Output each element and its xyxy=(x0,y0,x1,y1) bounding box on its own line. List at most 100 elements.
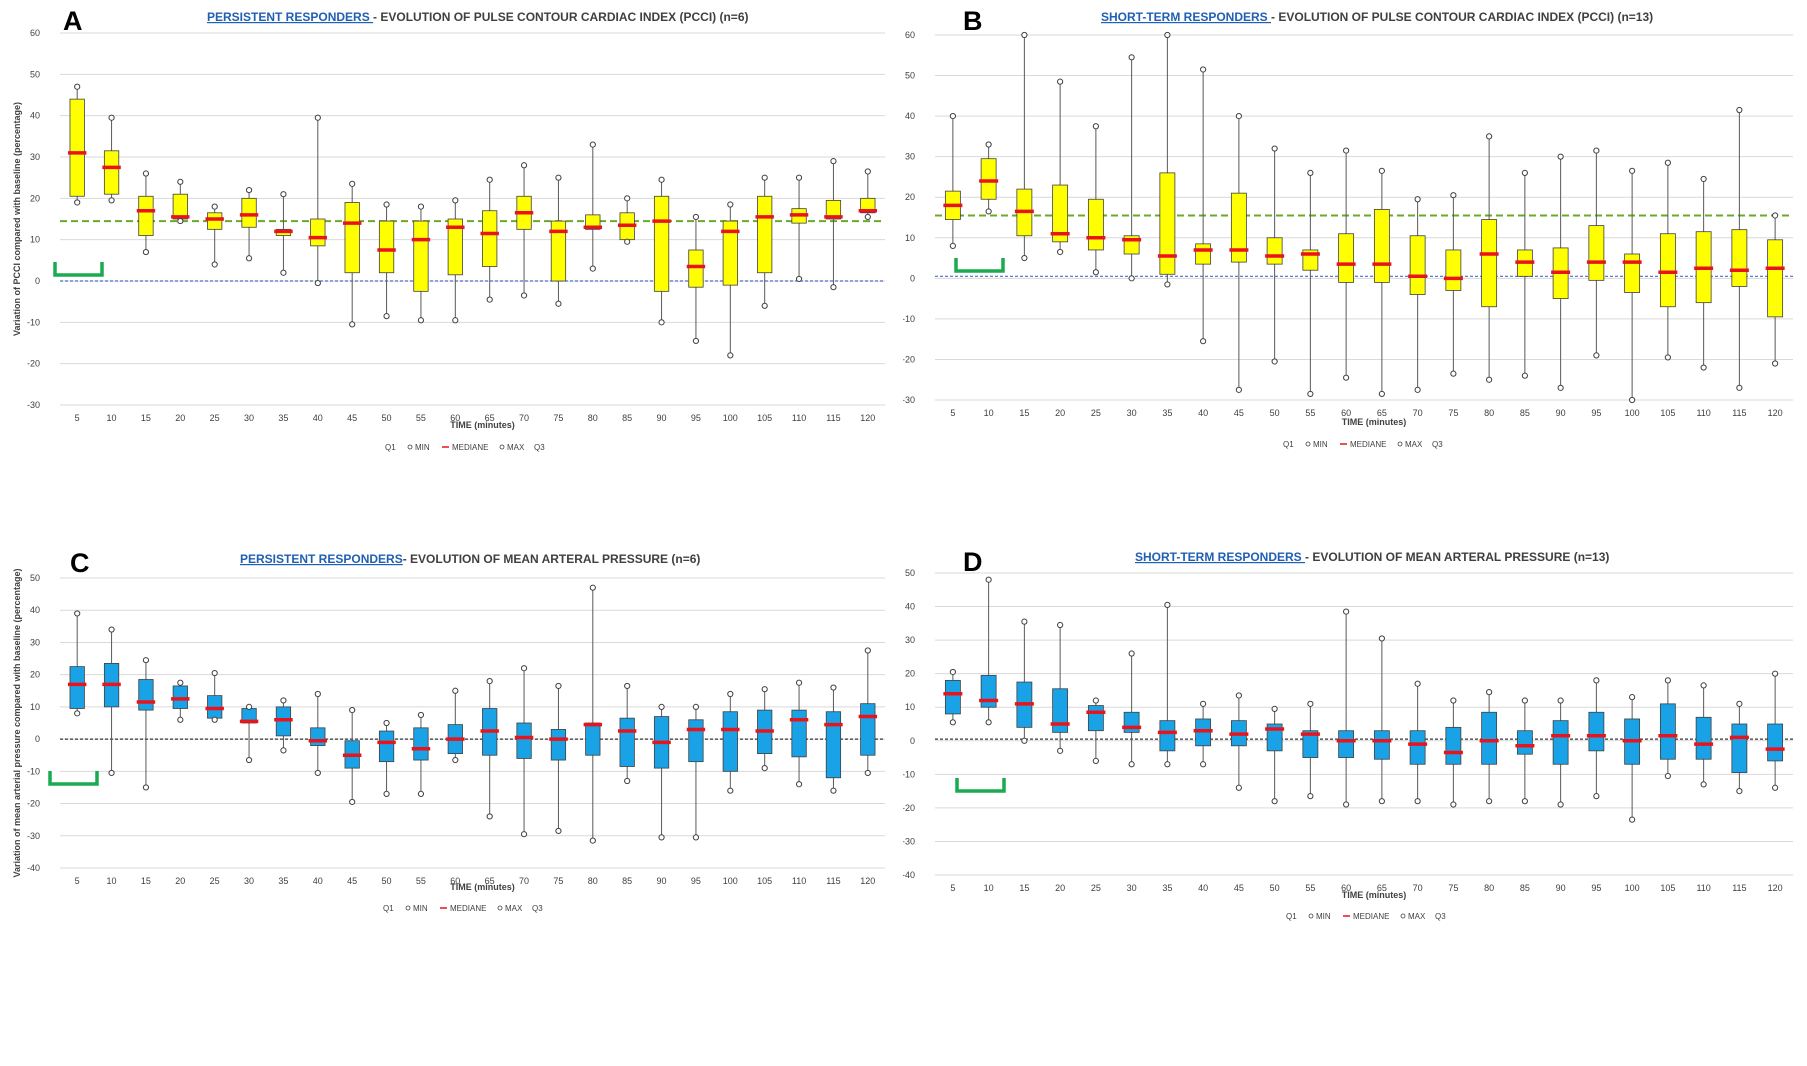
max-point xyxy=(1664,677,1671,684)
legend-item: MAX xyxy=(505,904,523,913)
min-point xyxy=(1271,798,1278,805)
max-point xyxy=(830,158,837,165)
max-point xyxy=(383,201,390,208)
chart-title-link[interactable]: PERSISTENT RESPONDERS xyxy=(240,552,403,566)
min-point xyxy=(245,255,253,262)
y-tick-label: 20 xyxy=(905,192,915,202)
x-axis-label: TIME (minutes) xyxy=(1342,417,1407,427)
y-tick-label: -20 xyxy=(903,803,915,813)
legend-item: MEDIANE xyxy=(1353,912,1389,921)
x-tick-label: 35 xyxy=(278,413,288,423)
min-point xyxy=(555,300,562,307)
max-point xyxy=(349,180,356,187)
legend-item: Q1 xyxy=(1283,440,1294,449)
y-tick-label: 50 xyxy=(905,568,915,578)
min-point xyxy=(1378,798,1385,805)
fe-bracket xyxy=(53,262,104,277)
max-point xyxy=(1772,212,1779,219)
min-point xyxy=(142,248,150,256)
min-point xyxy=(177,716,184,723)
max-point xyxy=(624,682,631,690)
panel-b: B SHORT-TERM RESPONDERS - EVOLUTION OF PU… xyxy=(903,0,1807,533)
box-iqr xyxy=(207,212,223,230)
chart-title-link[interactable]: SHORT-TERM RESPONDERS xyxy=(1135,550,1305,564)
y-tick-label: -30 xyxy=(903,836,915,846)
max-point xyxy=(949,668,956,676)
max-point xyxy=(1021,618,1028,625)
min-point xyxy=(1521,372,1528,379)
y-tick-label: 10 xyxy=(905,702,915,712)
box-iqr xyxy=(138,679,154,711)
x-axis-label: TIME (minutes) xyxy=(450,420,515,430)
min-point xyxy=(1772,360,1779,367)
legend-marker-min xyxy=(405,905,411,911)
chart-title-link[interactable]: PERSISTENT RESPONDERS xyxy=(207,10,373,24)
x-tick-label: 20 xyxy=(175,876,185,886)
min-point xyxy=(314,769,321,777)
fe-bracket xyxy=(954,258,1005,273)
min-point xyxy=(864,769,871,777)
x-tick-label: 25 xyxy=(1091,408,1101,418)
x-tick-label: 75 xyxy=(553,876,563,886)
x-tick-label: 70 xyxy=(519,413,529,423)
max-point xyxy=(1164,601,1171,608)
box-iqr xyxy=(1230,192,1247,263)
max-point xyxy=(830,684,837,691)
x-tick-label: 40 xyxy=(313,413,323,423)
min-point xyxy=(314,279,321,287)
y-tick-label: 40 xyxy=(30,111,40,121)
y-tick-label: 10 xyxy=(30,702,40,712)
max-point xyxy=(864,647,871,654)
x-tick-label: 55 xyxy=(1305,408,1315,418)
max-point xyxy=(1343,608,1350,615)
box-iqr xyxy=(722,711,738,772)
y-tick-label: 0 xyxy=(910,736,915,746)
legend-item: MEDIANE xyxy=(1350,440,1386,449)
min-point xyxy=(1593,352,1600,359)
x-tick-label: 110 xyxy=(792,413,806,423)
x-tick-label: 25 xyxy=(210,876,220,886)
x-tick-label: 55 xyxy=(416,876,426,886)
max-point xyxy=(1557,153,1564,160)
box-iqr xyxy=(344,202,360,274)
max-point xyxy=(486,678,493,685)
chart-title-link[interactable]: SHORT-TERM RESPONDERS xyxy=(1101,10,1271,24)
box-iqr xyxy=(1588,711,1605,752)
box-iqr xyxy=(653,195,670,292)
box-iqr xyxy=(241,197,257,228)
min-point xyxy=(1200,761,1207,768)
max-point xyxy=(211,203,218,210)
y-tick-label: -30 xyxy=(27,400,40,410)
min-point xyxy=(1700,781,1707,788)
min-point xyxy=(349,321,356,328)
x-tick-label: 115 xyxy=(1732,883,1746,893)
min-point xyxy=(211,716,218,723)
x-tick-label: 75 xyxy=(1448,883,1458,893)
max-point xyxy=(1235,692,1242,699)
min-point xyxy=(1629,396,1636,404)
box-iqr xyxy=(619,717,635,767)
y-tick-label: -20 xyxy=(27,799,40,809)
min-point xyxy=(624,777,631,785)
x-tick-label: 80 xyxy=(588,876,598,886)
min-point xyxy=(1128,275,1135,282)
x-tick-label: 95 xyxy=(691,413,701,423)
min-point xyxy=(1164,761,1171,768)
max-point xyxy=(555,174,562,181)
y-axis-label: Variation of PCCI compared with baseline… xyxy=(12,102,22,336)
x-tick-label: 10 xyxy=(107,413,117,423)
min-point xyxy=(1021,254,1028,262)
max-point xyxy=(658,703,665,710)
max-point xyxy=(1378,635,1385,642)
min-point xyxy=(417,790,425,797)
min-point xyxy=(624,238,631,245)
box-iqr xyxy=(1373,208,1390,283)
x-tick-label: 100 xyxy=(723,413,738,423)
x-tick-label: 40 xyxy=(1198,408,1208,418)
x-tick-label: 120 xyxy=(860,876,875,886)
max-point xyxy=(245,186,253,194)
x-tick-label: 5 xyxy=(75,413,80,423)
max-point xyxy=(658,176,665,183)
box-iqr xyxy=(980,158,997,200)
min-point xyxy=(383,790,390,797)
